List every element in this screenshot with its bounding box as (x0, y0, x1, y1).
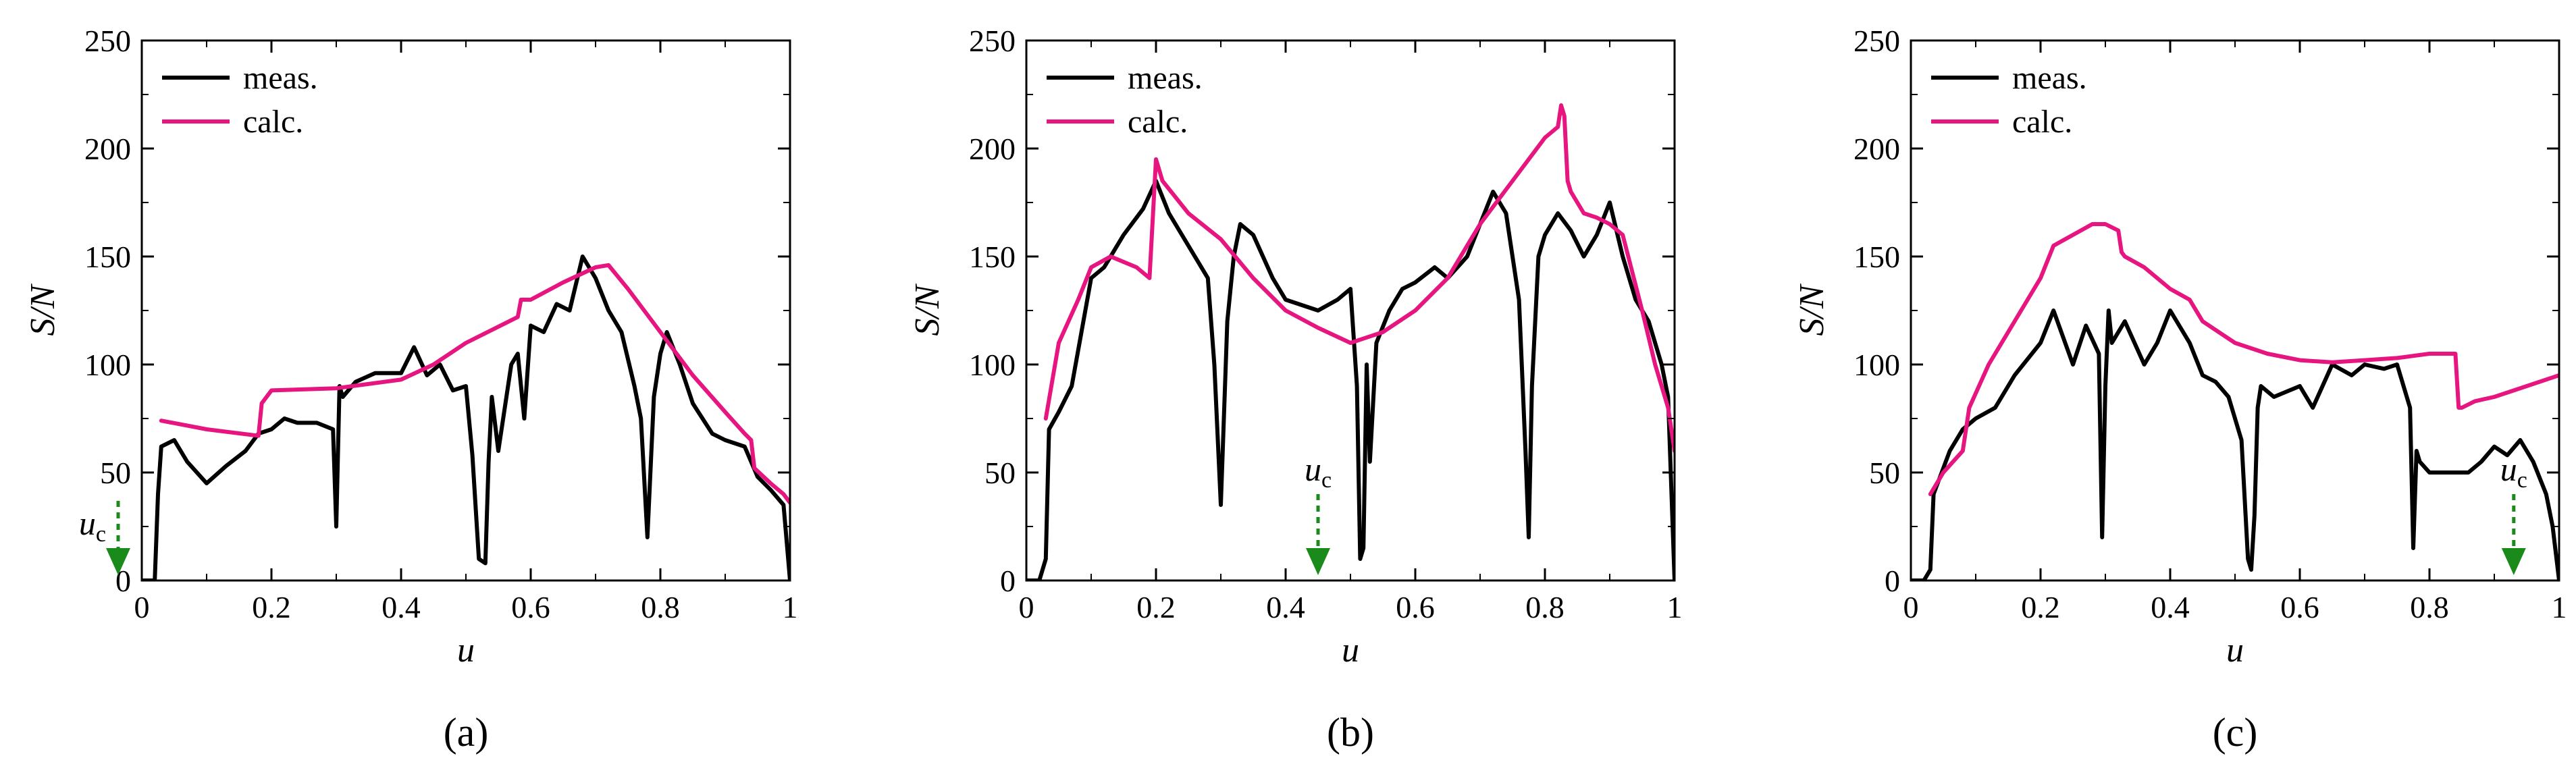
legend-label: meas. (1128, 60, 1203, 96)
x-tick-label: 0.6 (2280, 590, 2319, 624)
y-axis-label: S/N (908, 283, 947, 335)
x-tick-label: 0 (1019, 590, 1034, 624)
x-tick-label: 0.6 (511, 590, 550, 624)
series-line-calc (1928, 222, 2559, 496)
series-line-meas (1911, 308, 2559, 580)
y-tick-label: 50 (1869, 456, 1900, 490)
y-tick-label: 200 (969, 132, 1016, 166)
y-tick-label: 50 (100, 456, 131, 490)
x-axis-label: u (457, 631, 475, 670)
y-tick-label: 150 (969, 240, 1016, 274)
x-axis-label: u (2226, 631, 2244, 670)
uc-arrow-head (2501, 548, 2526, 575)
legend-label: calc. (2012, 104, 2072, 140)
series-line-meas (1026, 179, 1675, 580)
x-tick-label: 0 (1903, 590, 1919, 624)
uc-annotation: uc (2500, 450, 2527, 493)
x-tick-label: 0.4 (382, 590, 421, 624)
chart-panel-c: 0 0.2 0.4 0.6 0.8 1 0 50 100 150 200 250 u S/N meas. ca… (1793, 24, 2567, 755)
x-tick-label: 0.8 (641, 590, 680, 624)
x-tick-label: 0.2 (2021, 590, 2060, 624)
y-tick-label: 200 (84, 132, 131, 166)
uc-arrow-head (106, 548, 130, 575)
legend-label: calc. (243, 104, 303, 140)
chart-panel-a: 0 0.2 0.4 0.6 0.8 1050100150200250uS/Nmeas.ca… (24, 24, 798, 755)
y-tick-label: 0 (1885, 564, 1900, 598)
uc-annotation: uc (79, 504, 106, 547)
legend-label: meas. (2012, 60, 2087, 96)
panel-label-a: (a) (444, 710, 489, 755)
y-axis-label: S/N (1793, 283, 1831, 335)
x-tick-label: 0.2 (1136, 590, 1176, 624)
plot-frame (140, 39, 791, 582)
x-tick-label: 0.4 (1266, 590, 1305, 624)
x-tick-label: 0.8 (2410, 590, 2449, 624)
x-axis-label: u (1342, 631, 1359, 670)
panel-label-b: (b) (1327, 710, 1374, 755)
y-tick-label: 100 (1854, 348, 1900, 382)
y-tick-label: 100 (969, 348, 1016, 382)
series-line-calc (1043, 103, 1675, 453)
x-tick-label: 0 (134, 590, 150, 624)
y-tick-label: 50 (984, 456, 1016, 490)
y-tick-label: 150 (1854, 240, 1900, 274)
x-tick-label: 0.6 (1396, 590, 1435, 624)
series-line-meas (142, 254, 790, 580)
uc-arrow-head (1306, 548, 1330, 575)
y-tick-label: 150 (84, 240, 131, 274)
uc-annotation: uc (1305, 450, 1332, 493)
series-line-calc (159, 263, 790, 505)
y-tick-label: 250 (1854, 24, 1900, 58)
y-tick-label: 250 (969, 24, 1016, 58)
y-tick-label: 250 (84, 24, 131, 58)
y-tick-label: 0 (1000, 564, 1016, 598)
x-tick-label: 1 (2552, 590, 2567, 624)
y-tick-label: 200 (1854, 132, 1900, 166)
x-tick-label: 1 (1667, 590, 1683, 624)
x-tick-label: 1 (783, 590, 798, 624)
y-axis-label: S/N (24, 283, 62, 335)
x-tick-label: 0.4 (2151, 590, 2190, 624)
legend-label: calc. (1128, 104, 1188, 140)
legend-label: meas. (243, 60, 318, 96)
plot-frame (1910, 39, 2560, 582)
y-tick-label: 100 (84, 348, 131, 382)
x-tick-label: 0.2 (252, 590, 291, 624)
panel-label-c: (c) (2213, 710, 2258, 755)
x-tick-label: 0.8 (1525, 590, 1565, 624)
chart-panel-b: 0 0.2 0.4 0.6 0.8 1 0 50 100 150 200 250 u S/N meas. ca… (908, 24, 1683, 755)
